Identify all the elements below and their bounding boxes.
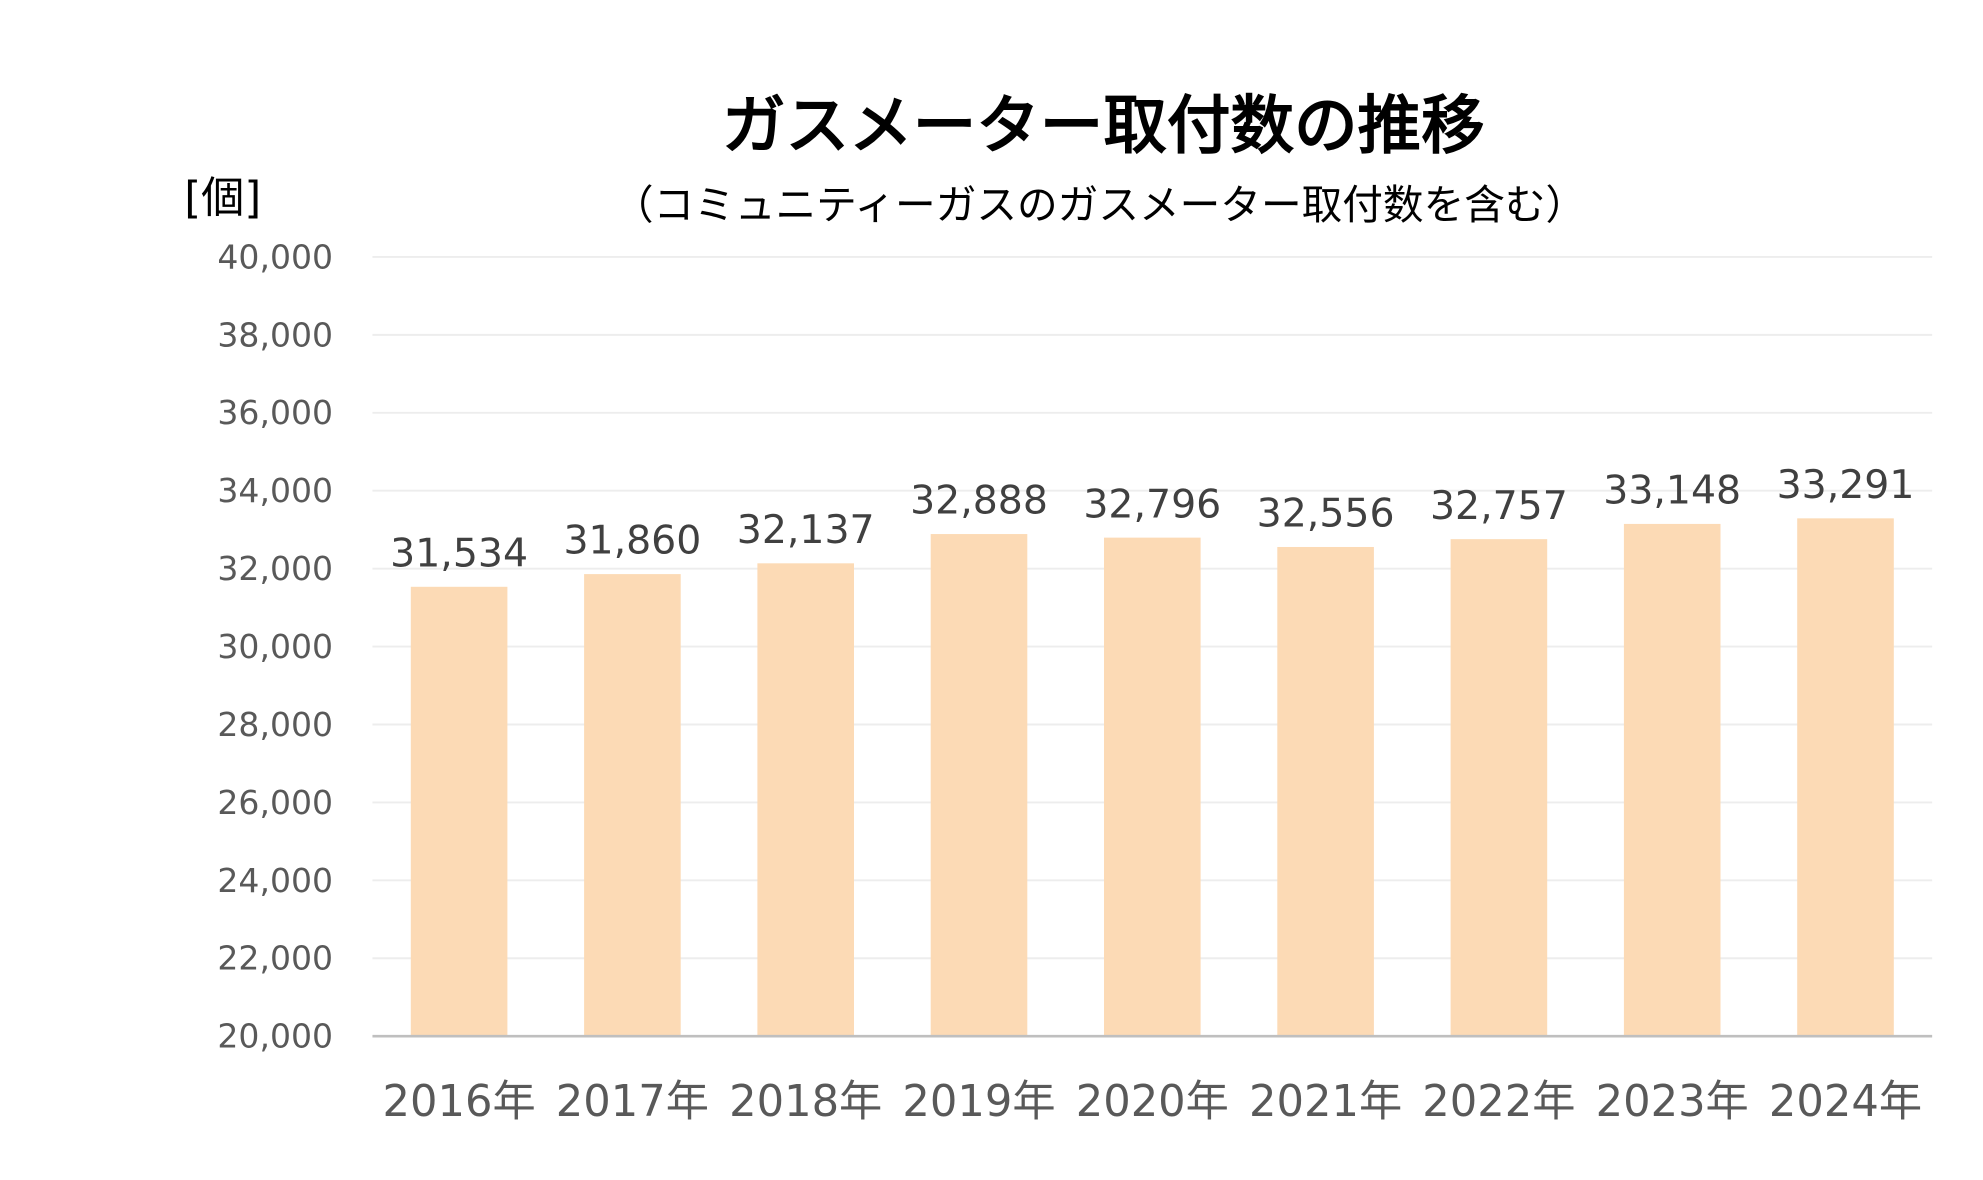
bar	[1277, 546, 1374, 1037]
y-tick-label: 38,000	[217, 315, 333, 354]
x-axis-ticks: 2016年 2017年 2018年 2019年 2020年 2021年 2022年 2023年…	[383, 1077, 1923, 1127]
data-labels: 31,534 31,860 32,137 32,888 32,796 32,556 32,7…	[390, 462, 1914, 576]
x-tick-label: 2021年	[1249, 1077, 1402, 1127]
bar	[1450, 539, 1548, 1037]
data-label: 32,137	[737, 507, 875, 553]
x-tick-label: 2020年	[1076, 1077, 1229, 1127]
x-tick-label: 2022年	[1422, 1077, 1575, 1127]
data-label: 32,888	[910, 478, 1048, 524]
y-axis-unit-label: [個]	[184, 173, 261, 223]
x-tick-label: 2024年	[1769, 1077, 1922, 1127]
data-label: 33,148	[1603, 468, 1741, 514]
bar	[930, 534, 1028, 1037]
data-label: 31,860	[563, 518, 701, 564]
y-tick-label: 30,000	[217, 627, 333, 666]
bar	[1623, 523, 1721, 1037]
x-tick-label: 2016年	[383, 1077, 536, 1127]
y-tick-label: 26,000	[217, 783, 333, 822]
bar	[757, 563, 855, 1037]
bar	[1103, 537, 1201, 1037]
bar	[584, 574, 681, 1037]
y-tick-label: 22,000	[217, 939, 333, 978]
y-tick-label: 28,000	[217, 705, 333, 744]
x-tick-label: 2019年	[902, 1077, 1055, 1127]
y-tick-label: 34,000	[217, 471, 333, 510]
x-tick-label: 2018年	[729, 1077, 882, 1127]
bar	[1797, 518, 1894, 1037]
y-axis-ticks: 20,000 22,000 24,000 26,000 28,000 30,000 32,0…	[217, 237, 333, 1055]
data-label: 32,757	[1430, 483, 1568, 529]
data-label: 31,534	[390, 530, 528, 576]
y-tick-label: 20,000	[217, 1017, 333, 1056]
data-label: 33,291	[1777, 462, 1915, 508]
y-tick-label: 36,000	[217, 393, 333, 432]
bars	[410, 518, 1894, 1037]
bar	[410, 586, 508, 1037]
data-label: 32,796	[1083, 481, 1221, 527]
chart-subtitle: （コミュニティーガスのガスメーター取付数を含む）	[613, 181, 1586, 229]
x-tick-label: 2017年	[556, 1077, 709, 1127]
y-tick-label: 40,000	[217, 237, 333, 276]
y-tick-label: 32,000	[217, 549, 333, 588]
chart-title: ガスメーター取付数の推移	[722, 89, 1485, 163]
x-tick-label: 2023年	[1596, 1077, 1749, 1127]
y-tick-label: 24,000	[217, 861, 333, 900]
data-label: 32,556	[1257, 491, 1395, 537]
